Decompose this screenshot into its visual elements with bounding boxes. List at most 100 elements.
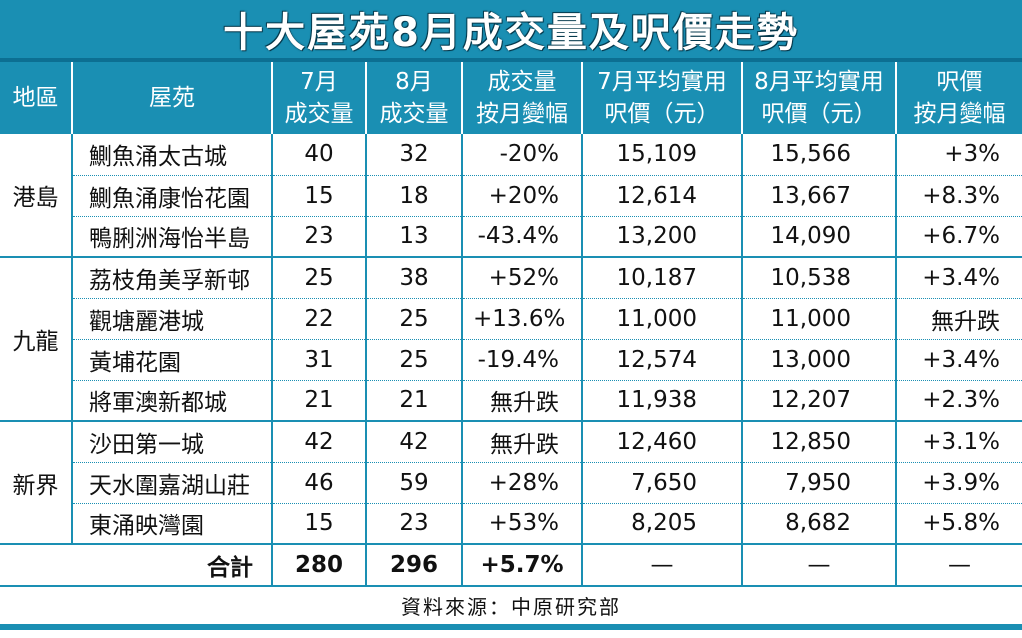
source-note: 資料來源：中原研究部 — [401, 595, 621, 619]
table-row: 鰂魚涌康怡花園 15 18 +20% 12,614 13,667 +8.3% — [0, 175, 1022, 217]
table-row: 將軍澳新都城 21 21 無升跌 11,938 12,207 +2.3% — [0, 380, 1022, 422]
aug-volume-cell: 59 — [366, 462, 463, 504]
jul-price-cell: 15,109 — [582, 134, 743, 176]
aug-volume-cell: 38 — [366, 257, 463, 299]
volume-change-cell: +20% — [462, 175, 583, 217]
total-jul-price: — — [582, 544, 743, 587]
table-row: 觀塘麗港城 22 25 +13.6% 11,000 11,000 無升跌 — [0, 298, 1022, 340]
price-change-cell: 無升跌 — [896, 298, 1022, 340]
aug-price-cell: 13,667 — [742, 175, 897, 217]
aug-price-cell: 11,000 — [742, 298, 897, 340]
aug-volume-cell: 42 — [366, 421, 463, 463]
title-bar: 十大屋苑8月成交量及呎價走勢 — [0, 0, 1022, 62]
jul-volume-cell: 15 — [272, 503, 367, 545]
price-change-cell: +3% — [896, 134, 1022, 176]
total-label: 合計 — [0, 544, 273, 587]
region-cell: 九龍 — [0, 257, 73, 422]
jul-price-cell: 12,614 — [582, 175, 743, 217]
price-change-cell: +3.9% — [896, 462, 1022, 504]
col-header-aug-volume: 8月 成交量 — [366, 62, 463, 134]
total-aug-price: — — [742, 544, 897, 587]
price-change-cell: +2.3% — [896, 380, 1022, 422]
table-row: 九龍 荔枝角美孚新邨 25 38 +52% 10,187 10,538 +3.4… — [0, 257, 1022, 422]
aug-volume-cell: 25 — [366, 298, 463, 340]
jul-price-cell: 10,187 — [582, 257, 743, 299]
total-jul-volume: 280 — [272, 544, 367, 587]
estate-cell: 鰂魚涌康怡花園 — [72, 175, 273, 217]
estate-cell: 將軍澳新都城 — [72, 380, 273, 422]
aug-price-cell: 14,090 — [742, 216, 897, 258]
jul-volume-cell: 25 — [272, 257, 367, 299]
volume-change-cell: +52% — [462, 257, 583, 299]
jul-volume-cell: 31 — [272, 339, 367, 381]
estate-cell: 東涌映灣園 — [72, 503, 273, 545]
volume-change-cell: 無升跌 — [462, 421, 583, 463]
jul-price-cell: 8,205 — [582, 503, 743, 545]
table-row: 天水圍嘉湖山莊 46 59 +28% 7,650 7,950 +3.9% — [0, 462, 1022, 504]
volume-change-cell: -19.4% — [462, 339, 583, 381]
price-change-cell: +6.7% — [896, 216, 1022, 258]
jul-price-cell: 12,460 — [582, 421, 743, 463]
jul-volume-cell: 15 — [272, 175, 367, 217]
price-change-cell: +5.8% — [896, 503, 1022, 545]
total-price-change: — — [896, 544, 1022, 587]
aug-price-cell: 12,207 — [742, 380, 897, 422]
estate-cell: 黃埔花園 — [72, 339, 273, 381]
estate-cell: 沙田第一城 — [72, 421, 273, 463]
aug-volume-cell: 32 — [366, 134, 463, 176]
aug-volume-cell: 21 — [366, 380, 463, 422]
table-row: 鴨脷洲海怡半島 23 13 -43.4% 13,200 14,090 +6.7% — [0, 216, 1022, 258]
estate-cell: 荔枝角美孚新邨 — [72, 257, 273, 299]
volume-change-cell: +28% — [462, 462, 583, 504]
table-row: 新界 沙田第一城 42 42 無升跌 12,460 12,850 +3.1% — [0, 421, 1022, 545]
total-row: 合計 280 296 +5.7% — — — — [0, 544, 1022, 587]
col-header-price-change: 呎價 按月變幅 — [896, 62, 1022, 134]
price-change-cell: +3.4% — [896, 257, 1022, 299]
aug-price-cell: 15,566 — [742, 134, 897, 176]
volume-change-cell: +13.6% — [462, 298, 583, 340]
jul-price-cell: 13,200 — [582, 216, 743, 258]
table-title: 十大屋苑8月成交量及呎價走勢 — [223, 10, 799, 56]
jul-price-cell: 11,000 — [582, 298, 743, 340]
estate-cell: 天水圍嘉湖山莊 — [72, 462, 273, 504]
total-aug-volume: 296 — [366, 544, 463, 587]
jul-price-cell: 11,938 — [582, 380, 743, 422]
aug-price-cell: 10,538 — [742, 257, 897, 299]
region-cell: 港島 — [0, 134, 73, 258]
jul-price-cell: 12,574 — [582, 339, 743, 381]
jul-volume-cell: 21 — [272, 380, 367, 422]
aug-volume-cell: 23 — [366, 503, 463, 545]
volume-change-cell: -20% — [462, 134, 583, 176]
transactions-table: 地區 屋苑 7月 成交量 8月 成交量 成交量 按月變幅 7月平均實用 呎價（元） 8月… — [0, 62, 1022, 587]
aug-volume-cell: 18 — [366, 175, 463, 217]
estate-cell: 觀塘麗港城 — [72, 298, 273, 340]
col-header-region: 地區 — [0, 62, 73, 134]
aug-volume-cell: 25 — [366, 339, 463, 381]
total-volume-change: +5.7% — [462, 544, 583, 587]
col-header-aug-price: 8月平均實用 呎價（元） — [742, 62, 897, 134]
estate-cell: 鰂魚涌太古城 — [72, 134, 273, 176]
jul-price-cell: 7,650 — [582, 462, 743, 504]
region-cell: 新界 — [0, 421, 73, 545]
price-change-cell: +3.1% — [896, 421, 1022, 463]
aug-volume-cell: 13 — [366, 216, 463, 258]
jul-volume-cell: 40 — [272, 134, 367, 176]
table-row: 東涌映灣園 15 23 +53% 8,205 8,682 +5.8% — [0, 503, 1022, 545]
estate-cell: 鴨脷洲海怡半島 — [72, 216, 273, 258]
volume-change-cell: +53% — [462, 503, 583, 545]
price-change-cell: +8.3% — [896, 175, 1022, 217]
jul-volume-cell: 46 — [272, 462, 367, 504]
col-header-estate: 屋苑 — [72, 62, 273, 134]
table-row: 黃埔花園 31 25 -19.4% 12,574 13,000 +3.4% — [0, 339, 1022, 381]
col-header-jul-volume: 7月 成交量 — [272, 62, 367, 134]
price-change-cell: +3.4% — [896, 339, 1022, 381]
col-header-volume-change: 成交量 按月變幅 — [462, 62, 583, 134]
aug-price-cell: 7,950 — [742, 462, 897, 504]
jul-volume-cell: 23 — [272, 216, 367, 258]
col-header-jul-price: 7月平均實用 呎價（元） — [582, 62, 743, 134]
jul-volume-cell: 42 — [272, 421, 367, 463]
volume-change-cell: 無升跌 — [462, 380, 583, 422]
header-row: 地區 屋苑 7月 成交量 8月 成交量 成交量 按月變幅 7月平均實用 呎價（元） 8月… — [0, 62, 1022, 134]
jul-volume-cell: 22 — [272, 298, 367, 340]
